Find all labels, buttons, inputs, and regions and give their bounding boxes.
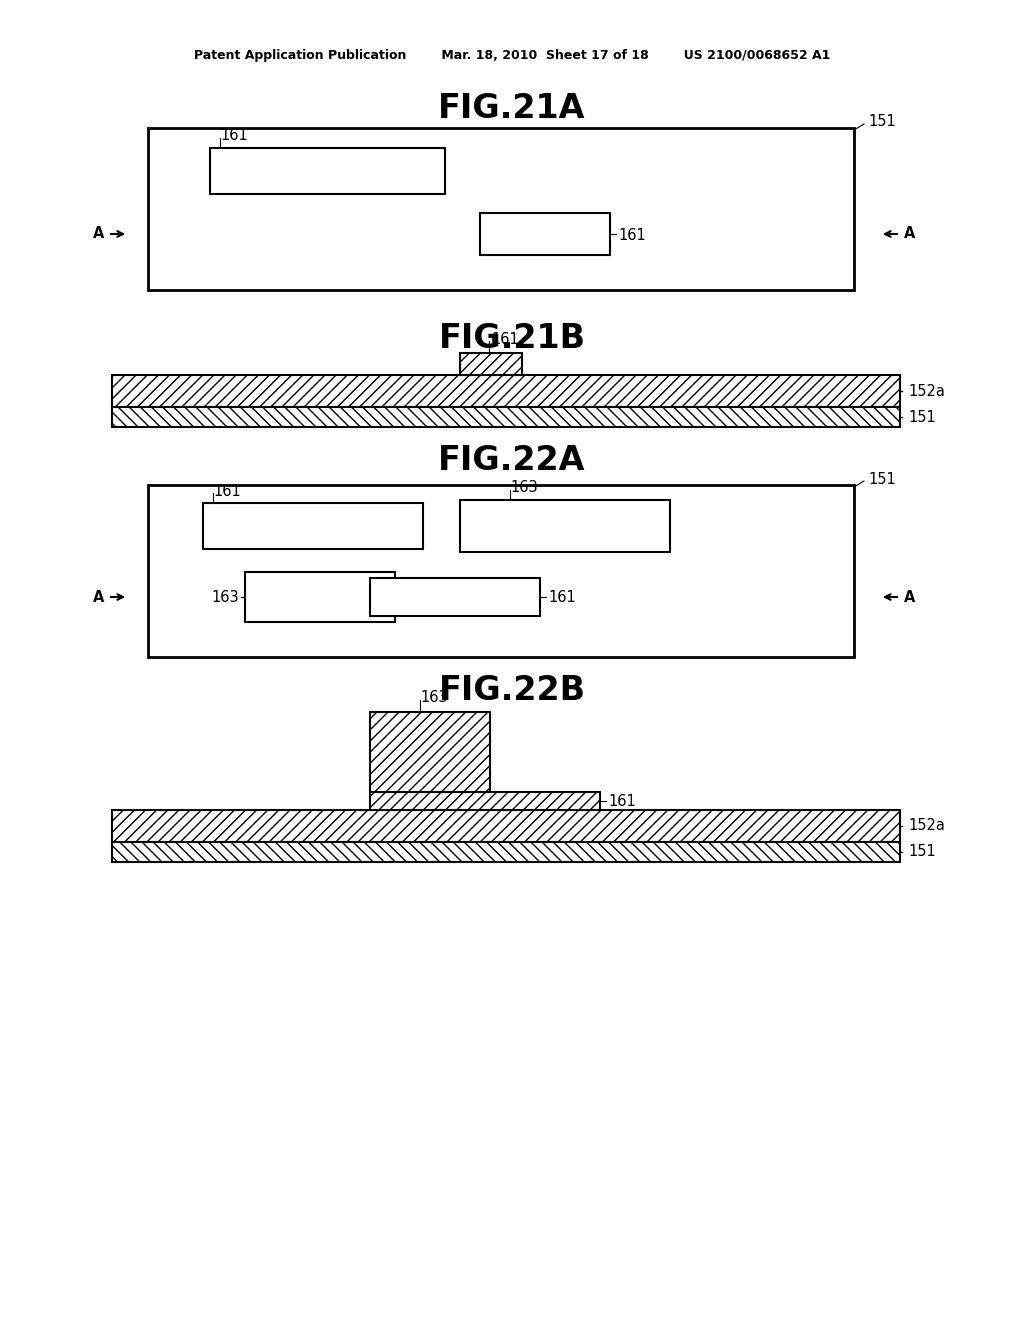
Bar — [112, 375, 900, 407]
Text: 152a: 152a — [908, 818, 945, 833]
Bar — [370, 792, 600, 810]
Text: 151: 151 — [908, 845, 936, 859]
Bar — [245, 572, 395, 622]
Bar — [112, 810, 900, 842]
Text: 163: 163 — [420, 690, 447, 705]
Text: 152a: 152a — [908, 384, 945, 399]
Text: 161: 161 — [548, 590, 575, 605]
Text: 163: 163 — [510, 480, 538, 495]
Bar — [460, 500, 670, 552]
Text: 151: 151 — [868, 471, 896, 487]
Bar — [203, 503, 423, 549]
Text: FIG.22A: FIG.22A — [438, 444, 586, 477]
Text: Patent Application Publication        Mar. 18, 2010  Sheet 17 of 18        US 21: Patent Application Publication Mar. 18, … — [194, 49, 830, 62]
Bar — [370, 711, 490, 792]
Text: 163: 163 — [211, 590, 239, 605]
Text: A: A — [92, 590, 104, 605]
Text: A: A — [904, 590, 915, 605]
Bar — [148, 128, 854, 290]
Bar — [460, 352, 522, 375]
Text: 161: 161 — [490, 331, 519, 346]
Text: 161: 161 — [618, 228, 646, 243]
Text: A: A — [904, 227, 915, 242]
Text: 161: 161 — [213, 483, 241, 499]
Text: A: A — [92, 227, 104, 242]
Text: 161: 161 — [220, 128, 248, 144]
Bar — [370, 578, 540, 616]
Bar — [112, 407, 900, 426]
Bar — [210, 148, 445, 194]
Text: 161: 161 — [608, 793, 636, 808]
Text: FIG.21A: FIG.21A — [438, 91, 586, 124]
Bar — [148, 484, 854, 657]
Bar — [112, 842, 900, 862]
Text: FIG.22B: FIG.22B — [438, 673, 586, 706]
Text: FIG.21B: FIG.21B — [438, 322, 586, 355]
Text: 151: 151 — [908, 409, 936, 425]
Bar — [480, 213, 610, 255]
Text: 151: 151 — [868, 115, 896, 129]
